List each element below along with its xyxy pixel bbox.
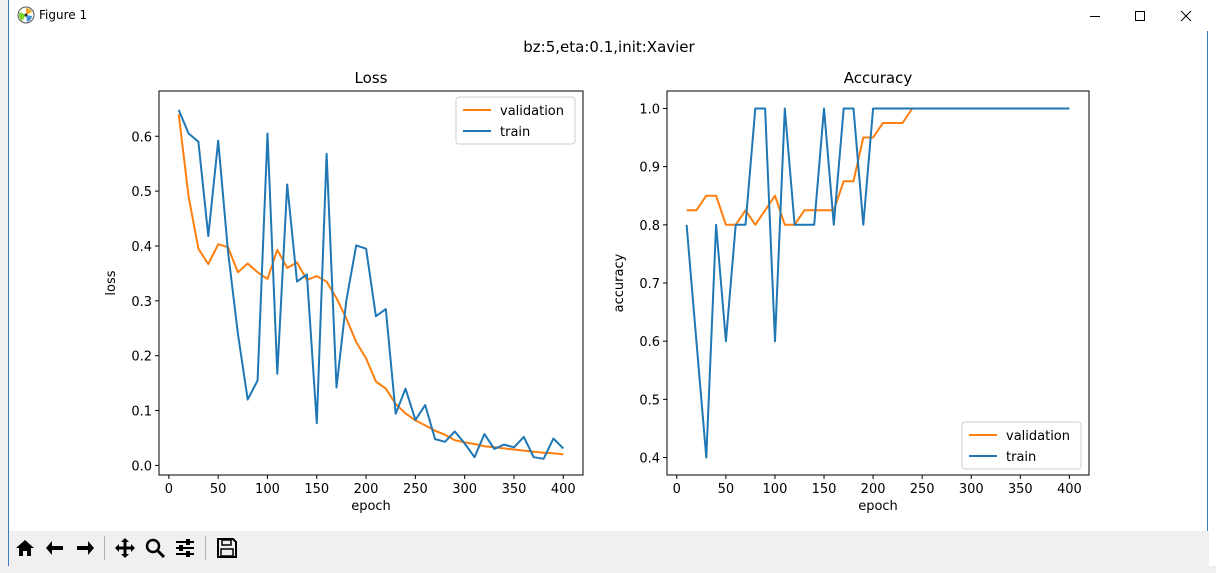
desktop-edge <box>0 0 8 573</box>
back-button[interactable] <box>41 534 69 562</box>
save-button[interactable] <box>213 534 241 562</box>
x-tick-label: 250 <box>910 482 935 497</box>
legend: validation train <box>455 96 576 145</box>
maximize-button[interactable] <box>1117 0 1163 31</box>
y-tick-label: 0.4 <box>639 452 660 467</box>
back-icon <box>46 541 63 555</box>
matplotlib-icon <box>17 6 35 24</box>
y-tick-label: 0.3 <box>131 295 152 310</box>
y-tick-label: 0.7 <box>639 277 660 292</box>
y-tick-label: 0.6 <box>131 130 152 145</box>
x-tick-label: 300 <box>959 482 984 497</box>
legend-box <box>455 96 576 145</box>
x-axis-label: epoch <box>351 499 391 514</box>
home-button[interactable] <box>11 534 39 562</box>
title-bar[interactable]: Figure 1 <box>9 0 1209 31</box>
legend: validation train <box>961 421 1082 470</box>
x-tick-label: 400 <box>1057 482 1082 497</box>
x-tick-label: 400 <box>551 482 576 497</box>
series-line-train <box>177 109 565 460</box>
legend-label-validation: validation <box>1006 429 1070 444</box>
x-tick-label: 350 <box>502 482 527 497</box>
x-tick-label: 0 <box>673 482 681 497</box>
y-tick-label: 0.5 <box>131 185 152 200</box>
save-icon <box>217 538 237 558</box>
toolbar-separator <box>104 536 105 560</box>
x-tick-label: 350 <box>1008 482 1033 497</box>
close-icon <box>1180 10 1192 21</box>
pan-icon <box>115 538 135 558</box>
minimize-button[interactable] <box>1072 0 1118 31</box>
x-axis-label: epoch <box>858 499 898 514</box>
y-tick-label: 0.9 <box>639 161 660 176</box>
y-tick-label: 0.8 <box>639 219 660 234</box>
forward-icon <box>77 541 94 555</box>
x-tick-label: 50 <box>210 482 227 497</box>
legend-label-train: train <box>500 125 530 140</box>
y-tick-label: 1.0 <box>639 102 660 117</box>
loss-chart: Loss 0 50 100 150 200 250 300 350 400 0.0 0.1 0.2 0.3… <box>104 69 584 514</box>
series-line-train <box>685 107 1070 459</box>
legend-label-train: train <box>1006 450 1036 465</box>
home-icon <box>16 540 34 556</box>
y-tick-label: 0.5 <box>639 393 660 408</box>
figure-canvas[interactable]: bz:5,eta:0.1,init:Xavier Loss 0 50 100 150 20… <box>9 31 1209 530</box>
maximize-icon <box>1135 10 1145 21</box>
y-axis-label: loss <box>104 270 119 295</box>
y-tick-label: 0.0 <box>131 459 152 474</box>
navigation-toolbar <box>9 531 1209 566</box>
figure-window: Figure 1 bz:5,eta:0.1,init:Xavier Loss 0 5… <box>8 0 1209 566</box>
x-tick-label: 200 <box>861 482 886 497</box>
figure-svg: bz:5,eta:0.1,init:Xavier Loss 0 50 100 150 20… <box>104 38 1090 514</box>
chart-title: Loss <box>355 69 388 87</box>
x-tick-label: 100 <box>255 482 280 497</box>
zoom-icon <box>145 538 166 559</box>
figure-suptitle: bz:5,eta:0.1,init:Xavier <box>523 38 695 56</box>
configure-icon <box>176 539 194 557</box>
x-tick-label: 150 <box>812 482 837 497</box>
zoom-button[interactable] <box>141 534 169 562</box>
x-tick-label: 50 <box>718 482 735 497</box>
series-line-validation <box>177 114 564 456</box>
x-tick-label: 0 <box>165 482 173 497</box>
legend-box <box>961 421 1082 470</box>
accuracy-chart: Accuracy 0 50 100 150 200 250 300 350 400 0.4 0.5 0.… <box>612 69 1090 514</box>
toolbar-separator <box>205 536 206 560</box>
desktop-edge-bottom <box>0 566 1216 573</box>
series-line-validation <box>686 107 1070 226</box>
pan-button[interactable] <box>111 534 139 562</box>
forward-button[interactable] <box>71 534 99 562</box>
x-tick-label: 300 <box>452 482 477 497</box>
x-tick-label: 250 <box>403 482 428 497</box>
y-tick-label: 0.6 <box>639 335 660 350</box>
y-tick-label: 0.1 <box>131 405 152 420</box>
axes-frame <box>158 90 584 476</box>
x-tick-label: 150 <box>304 482 329 497</box>
y-tick-label: 0.4 <box>131 240 152 255</box>
x-tick-label: 200 <box>354 482 379 497</box>
configure-button[interactable] <box>171 534 199 562</box>
legend-label-validation: validation <box>500 104 564 119</box>
y-tick-label: 0.2 <box>131 350 152 365</box>
x-tick-label: 100 <box>763 482 788 497</box>
chart-title: Accuracy <box>844 69 913 87</box>
close-button[interactable] <box>1163 0 1209 31</box>
window-title: Figure 1 <box>39 8 88 22</box>
y-axis-label: accuracy <box>612 253 627 312</box>
minimize-icon <box>1090 15 1100 17</box>
